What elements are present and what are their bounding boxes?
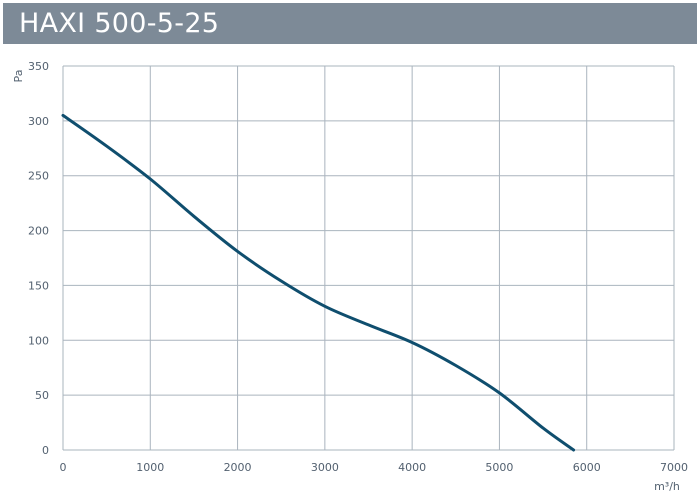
x-tick-label: 7000	[660, 461, 688, 474]
x-tick-label: 1000	[136, 461, 164, 474]
y-tick-label: 250	[28, 170, 49, 183]
y-axis-title: Pa	[12, 70, 25, 83]
y-tick-label: 350	[28, 60, 49, 73]
fan-curve-line	[61, 113, 576, 452]
chart-header: HAXI 500-5-25	[3, 3, 697, 44]
x-tick-label: 2000	[224, 461, 252, 474]
grid	[62, 65, 675, 451]
series	[61, 113, 576, 452]
x-tick-label: 5000	[485, 461, 513, 474]
x-axis-title: m³/h	[654, 480, 680, 493]
y-tick-label: 50	[35, 389, 49, 402]
x-tick-label: 3000	[311, 461, 339, 474]
y-tick-label: 200	[28, 225, 49, 238]
chart-title: HAXI 500-5-25	[19, 8, 220, 39]
tick-labels: 0 1000 2000 3000 4000 5000 6000 7000 0 50 100 150 20…	[28, 60, 688, 474]
y-tick-label: 300	[28, 115, 49, 128]
x-tick-label: 4000	[398, 461, 426, 474]
y-tick-label: 0	[42, 444, 49, 457]
x-tick-label: 0	[60, 461, 67, 474]
y-tick-label: 150	[28, 279, 49, 292]
x-tick-label: 6000	[573, 461, 601, 474]
y-tick-label: 100	[28, 334, 49, 347]
